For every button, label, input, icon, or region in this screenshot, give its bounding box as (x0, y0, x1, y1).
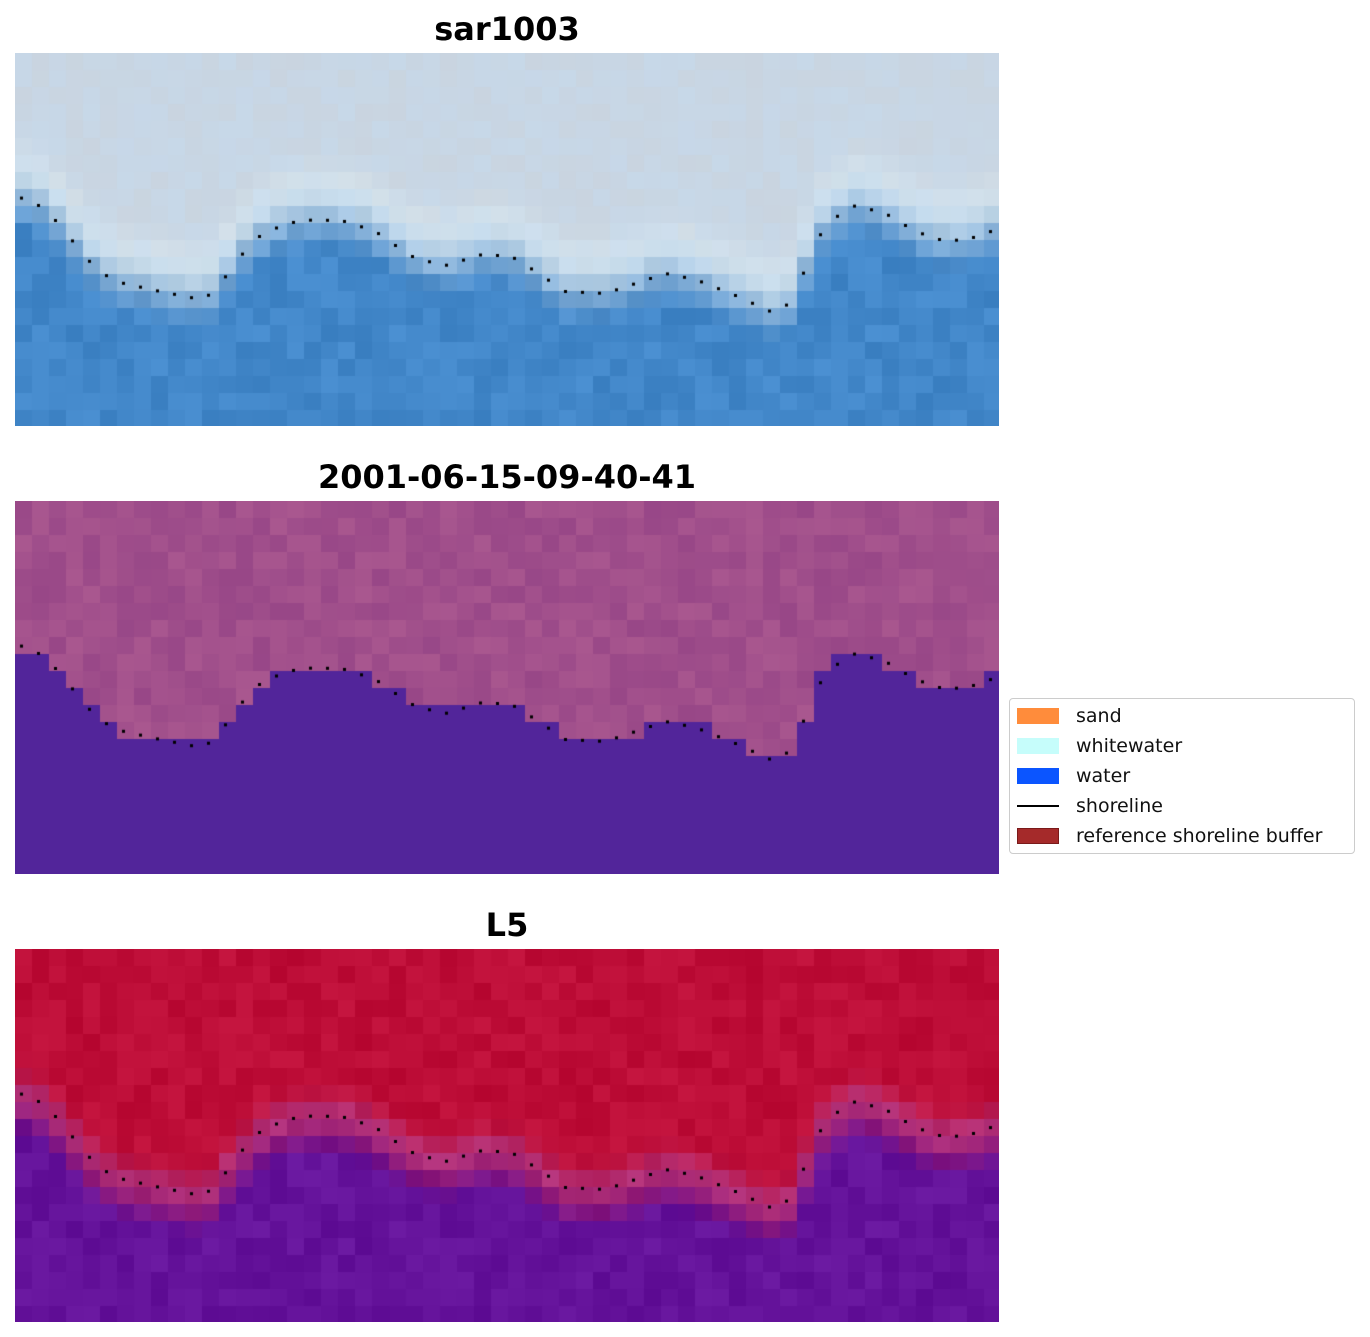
panel-title-rgb: sar1003 (434, 10, 580, 48)
legend: sand whitewater water shoreline referenc… (1009, 698, 1355, 854)
whitewater-swatch (1017, 738, 1059, 754)
probability-image (15, 949, 999, 1322)
legend-label: sand (1076, 705, 1122, 727)
shoreline-line-icon (1017, 805, 1059, 807)
water-swatch (1017, 768, 1059, 784)
panel-title-probability: L5 (485, 906, 529, 944)
rgb-satellite-image (15, 53, 999, 426)
legend-label: water (1076, 765, 1131, 787)
reference-buffer-swatch (1017, 828, 1059, 844)
legend-item-shoreline: shoreline (1017, 794, 1163, 818)
sand-swatch (1017, 708, 1059, 724)
legend-item-whitewater: whitewater (1017, 734, 1182, 758)
legend-label: reference shoreline buffer (1076, 825, 1323, 847)
legend-label: whitewater (1076, 735, 1183, 757)
legend-item-sand: sand (1017, 704, 1122, 728)
legend-item-reference-buffer: reference shoreline buffer (1017, 824, 1322, 848)
panel-title-classified: 2001-06-15-09-40-41 (317, 458, 697, 496)
legend-item-water: water (1017, 764, 1130, 788)
classified-image (15, 501, 999, 874)
legend-label: shoreline (1076, 795, 1163, 817)
